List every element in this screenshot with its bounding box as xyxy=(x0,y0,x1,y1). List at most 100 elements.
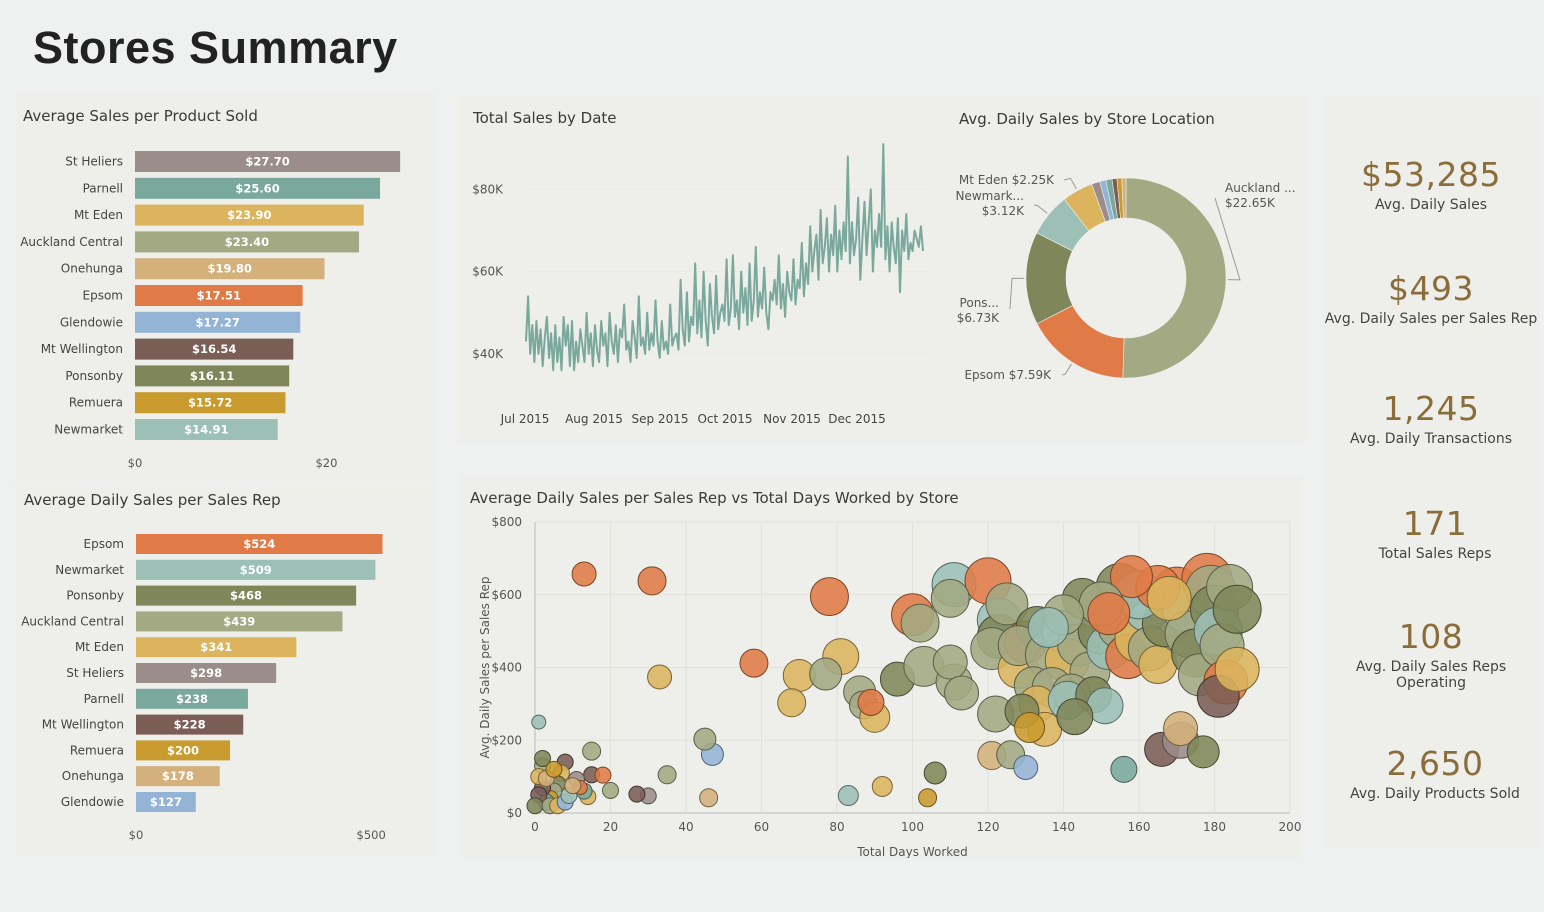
bar-category-label: Mt Eden xyxy=(75,640,124,654)
bar-category-label: Auckland Central xyxy=(20,235,123,249)
bar-category-label: Mt Wellington xyxy=(41,342,123,356)
scatter-point xyxy=(923,761,947,785)
bar-category-label: Remuera xyxy=(69,396,123,410)
donut-slice xyxy=(1121,177,1127,219)
bar-data-label: $200 xyxy=(167,743,199,757)
y-tick-label: $600 xyxy=(491,588,522,602)
scatter-point xyxy=(564,777,582,795)
bar-data-label: $15.72 xyxy=(188,396,232,410)
bar xyxy=(136,740,231,761)
bar xyxy=(135,419,278,440)
scatter-point xyxy=(628,785,646,803)
bar xyxy=(136,663,277,683)
donut-data-label: Newmark... xyxy=(955,189,1024,203)
bar xyxy=(135,392,286,414)
kpi-avg-daily-sales-per-rep: $493 Avg. Daily Sales per Sales Rep xyxy=(1321,269,1541,327)
x-tick-label: Dec 2015 xyxy=(828,412,886,426)
scatter-point xyxy=(809,577,849,617)
scatter-point xyxy=(1110,755,1138,783)
bar xyxy=(135,258,325,280)
donut-data-label: $22.65K xyxy=(1225,196,1276,210)
chart-title: Average Daily Sales per Sales Rep vs Tot… xyxy=(470,489,959,507)
scatter-point xyxy=(647,664,673,690)
donut-data-label: $3.12K xyxy=(982,204,1025,218)
kpi-label: Avg. Daily Transactions xyxy=(1349,431,1513,447)
bar-data-label: $439 xyxy=(223,614,255,628)
kpi-total-sales-reps: 171 Total Sales Reps xyxy=(1325,504,1544,562)
scatter-point xyxy=(1212,584,1262,634)
y-tick-label: $0 xyxy=(507,806,522,820)
bar xyxy=(135,151,401,172)
bar-data-label: $27.70 xyxy=(245,155,289,169)
x-tick-label: $500 xyxy=(357,828,386,842)
x-tick-label: 80 xyxy=(829,820,844,834)
scatter-point xyxy=(930,578,970,618)
bar xyxy=(135,231,359,253)
bar xyxy=(136,534,383,554)
scatter-point xyxy=(985,582,1029,626)
donut-data-label: Mt Eden $2.25K xyxy=(959,173,1055,187)
leader-line xyxy=(1214,197,1241,281)
bar-data-label: $17.51 xyxy=(197,289,241,303)
bar-data-label: $25.60 xyxy=(235,181,279,195)
x-axis-title: Total Days Worked xyxy=(856,845,968,858)
chart-title: Average Daily Sales per Sales Rep xyxy=(24,491,281,509)
bar-category-label: Onehunga xyxy=(62,769,124,783)
donut-data-label: Auckland ... xyxy=(1225,181,1296,195)
bar xyxy=(136,585,357,606)
bar xyxy=(136,688,248,709)
scatter-point xyxy=(1013,755,1039,781)
bar-category-label: Epsom xyxy=(83,289,123,303)
panel-sales-by-date: Total Sales by Date Avg. Daily Sales by … xyxy=(458,95,1306,443)
y-tick-label: $40K xyxy=(472,347,504,361)
kpi-label: Avg. Daily Sales Reps Operating xyxy=(1355,659,1507,691)
donut-slice xyxy=(1122,177,1227,379)
leader-line xyxy=(1009,277,1025,310)
bar xyxy=(135,311,301,333)
bar-category-label: St Heliers xyxy=(66,666,124,680)
bar-category-label: Mt Eden xyxy=(74,208,123,222)
bar-chart-avg-sales-per-product: St Heliers $27.70 Parnell $25.60 Mt Eden $23.… xyxy=(20,151,401,470)
panel-avg-sales-per-product: Average Sales per Product Sold St Helier… xyxy=(15,92,435,480)
bar-data-label: $17.27 xyxy=(195,315,239,329)
scatter-point xyxy=(900,603,940,643)
x-tick-label: $0 xyxy=(128,456,143,470)
scatter-point xyxy=(531,714,547,730)
bar xyxy=(135,177,381,199)
donut-data-label: Pons... xyxy=(960,296,999,310)
scatter-point xyxy=(534,749,552,767)
x-tick-label: Sep 2015 xyxy=(632,412,689,426)
bar-data-label: $23.90 xyxy=(227,208,271,222)
panel-avg-daily-sales-per-rep: Average Daily Sales per Sales Rep Epsom $… xyxy=(15,482,435,856)
scatter-point xyxy=(526,797,544,815)
bar-data-label: $238 xyxy=(176,692,208,706)
kpi-value: 171 xyxy=(1402,504,1468,543)
bar-data-label: $524 xyxy=(243,537,275,551)
bar-category-label: Glendowie xyxy=(61,795,124,809)
kpi-label: Total Sales Reps xyxy=(1378,546,1492,562)
scatter-point xyxy=(1027,606,1069,648)
scatter-chart-sales-vs-days: $0 $200 $400 $600 $800 0 20 40 60 80 100 120 140 160 1… xyxy=(478,515,1302,858)
scatter-point xyxy=(545,760,563,778)
page-title: Stores Summary xyxy=(33,22,398,73)
kpi-label: Avg. Daily Products Sold xyxy=(1350,786,1520,802)
panel-scatter: Average Daily Sales per Sales Rep vs Tot… xyxy=(460,475,1302,858)
bar-category-label: Ponsonby xyxy=(65,369,123,383)
scatter-point xyxy=(739,648,769,678)
x-tick-label: Jul 2015 xyxy=(500,412,550,426)
scatter-point xyxy=(1163,711,1199,747)
scatter-point xyxy=(699,788,719,808)
bar xyxy=(135,204,364,226)
x-tick-label: $20 xyxy=(315,456,337,470)
bar xyxy=(136,792,196,812)
x-tick-label: 0 xyxy=(531,820,539,834)
scatter-point xyxy=(1138,645,1178,685)
bar-category-label: Glendowie xyxy=(60,315,123,329)
scatter-point xyxy=(1214,646,1260,692)
x-tick-label: 200 xyxy=(1279,820,1302,834)
scatter-point xyxy=(1109,555,1153,599)
kpi-avg-daily-transactions: 1,245 Avg. Daily Transactions xyxy=(1321,389,1541,447)
bar-chart-avg-daily-sales-per-rep: Epsom $524 Newmarket $509 Ponsonby $468 Auckla… xyxy=(21,534,386,842)
scatter-point xyxy=(1014,712,1046,744)
scatter-point xyxy=(693,727,717,751)
